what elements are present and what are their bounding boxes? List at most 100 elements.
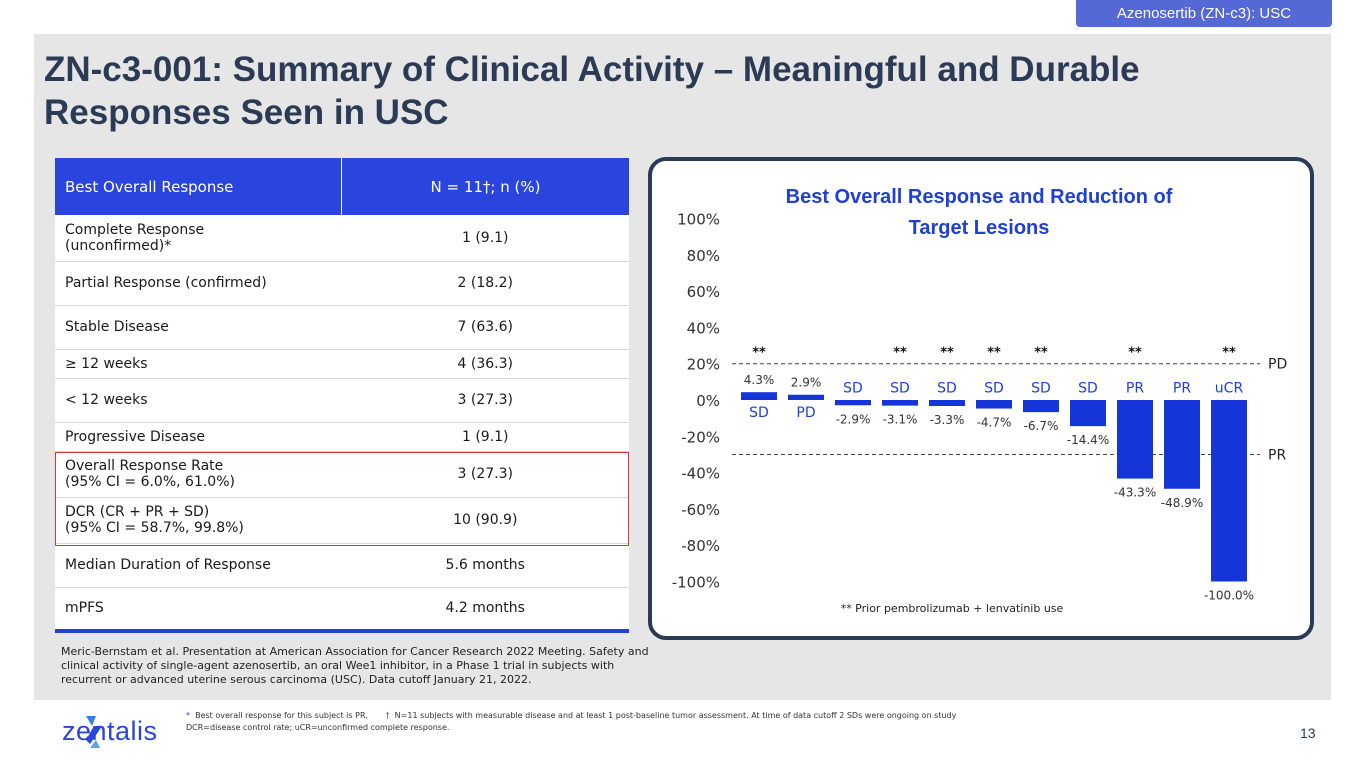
chart-title-line2: Target Lesions	[909, 217, 1050, 239]
chart-annotation: ** Prior pembrolizumab + lenvatinib use	[841, 602, 1064, 615]
bar-value-label: -2.9%	[836, 412, 871, 426]
footnote-star-symbol: *	[186, 711, 190, 720]
row-label: mPFS	[55, 587, 342, 632]
table-row: ≥ 12 weeks 4 (36.3)	[55, 349, 629, 379]
table-row: DCR (CR + PR + SD) (95% CI = 58.7%, 99.8…	[55, 497, 629, 544]
y-tick-label: -60%	[681, 501, 720, 519]
footnote-dagger-symbol: †	[385, 711, 390, 720]
prior-treatment-marker: **	[940, 345, 954, 360]
row-value: 4 (36.3)	[341, 349, 629, 379]
row-value: 7 (63.6)	[341, 305, 629, 350]
prior-treatment-marker: **	[987, 345, 1001, 360]
table-row: mPFS 4.2 months	[55, 587, 629, 632]
response-label: uCR	[1215, 381, 1244, 397]
reference-label-pd: PD	[1268, 357, 1287, 373]
row-label: Partial Response (confirmed)	[55, 261, 342, 306]
row-value: 3 (27.3)	[341, 378, 629, 423]
prior-treatment-marker: **	[752, 345, 766, 360]
bar-value-label: -48.9%	[1161, 496, 1203, 510]
chart-title-line1: Best Overall Response and Reduction of	[786, 186, 1173, 208]
bar-value-label: -3.1%	[883, 413, 918, 427]
table-header-row: Best Overall Response N = 11†; n (%)	[55, 158, 629, 215]
bar-value-label: -6.7%	[1024, 419, 1059, 433]
table-row: Complete Response (unconfirmed)* 1 (9.1)	[55, 215, 629, 262]
response-table: Best Overall Response N = 11†; n (%) Com…	[55, 158, 629, 633]
response-label: SD	[1031, 381, 1051, 397]
header-best-overall-response: Best Overall Response	[55, 158, 342, 215]
y-tick-label: -40%	[681, 465, 720, 483]
zentalis-logo-icon	[86, 716, 102, 748]
section-tag: Azenosertib (ZN-c3): USC	[1076, 0, 1332, 27]
bar	[788, 394, 824, 400]
row-value: 5.6 months	[341, 543, 629, 588]
reference-label-pr: PR	[1268, 447, 1286, 463]
bar	[835, 400, 871, 406]
row-label: Progressive Disease	[55, 422, 342, 452]
row-label: DCR (CR + PR + SD) (95% CI = 58.7%, 99.8…	[55, 497, 342, 544]
response-label: SD	[984, 381, 1004, 397]
bar-value-label: -43.3%	[1114, 486, 1156, 500]
bar-value-label: 4.3%	[744, 373, 775, 387]
bar	[1211, 400, 1247, 582]
response-label: SD	[890, 381, 910, 397]
prior-treatment-marker: **	[1034, 345, 1048, 360]
row-value: 3 (27.3)	[341, 451, 629, 498]
row-value: 4.2 months	[341, 587, 629, 632]
table-row: Overall Response Rate (95% CI = 6.0%, 61…	[55, 451, 629, 498]
row-label: Complete Response (unconfirmed)*	[55, 215, 342, 262]
zentalis-logo-text: zentalis	[62, 716, 158, 746]
footnote-dagger-text: N=11 subjects with measurable disease an…	[394, 711, 957, 720]
y-tick-label: 100%	[677, 211, 720, 229]
prior-treatment-marker: **	[1222, 345, 1236, 360]
table-row: Progressive Disease 1 (9.1)	[55, 422, 629, 452]
bar	[741, 392, 777, 400]
bar	[1164, 400, 1200, 489]
table-row: Stable Disease 7 (63.6)	[55, 305, 629, 350]
bar	[1023, 400, 1059, 413]
row-label: < 12 weeks	[55, 378, 342, 423]
row-label: Stable Disease	[55, 305, 342, 350]
y-tick-label: -100%	[672, 574, 720, 592]
response-label: PD	[796, 405, 815, 421]
response-label: SD	[937, 381, 957, 397]
row-value: 1 (9.1)	[341, 422, 629, 452]
y-tick-label: -80%	[681, 537, 720, 555]
chart-container: Best Overall Response and Reduction of Ta…	[648, 157, 1314, 640]
bar-value-label: -14.4%	[1067, 433, 1109, 447]
slide-title: ZN-c3-001: Summary of Clinical Activity …	[44, 50, 1140, 132]
y-tick-label: 0%	[696, 392, 720, 410]
source-citation: Meric-Bernstam et al. Presentation at Am…	[61, 645, 649, 686]
response-label: PR	[1126, 381, 1144, 397]
bar-value-label: -3.3%	[930, 413, 965, 427]
bar-chart: Best Overall Response and Reduction of Ta…	[672, 186, 1288, 615]
header-n: N = 11†; n (%)	[341, 158, 629, 215]
response-label: SD	[843, 381, 863, 397]
footnote-abbreviations: DCR=disease control rate; uCR=unconfirme…	[186, 723, 450, 732]
bar-value-label: -4.7%	[977, 416, 1012, 430]
bar-value-label: 2.9%	[791, 376, 822, 390]
footnote-star-text: Best overall response for this subject i…	[195, 711, 368, 720]
bar	[976, 400, 1012, 409]
table-row: < 12 weeks 3 (27.3)	[55, 378, 629, 423]
row-value: 1 (9.1)	[341, 215, 629, 262]
table-row: Median Duration of Response 5.6 months	[55, 543, 629, 588]
y-tick-label: 60%	[687, 283, 720, 301]
footnotes: * Best overall response for this subject…	[186, 710, 1086, 734]
row-label: Overall Response Rate (95% CI = 6.0%, 61…	[55, 451, 342, 498]
prior-treatment-marker: **	[893, 345, 907, 360]
row-value: 2 (18.2)	[341, 261, 629, 306]
prior-treatment-marker: **	[1128, 345, 1142, 360]
row-label: Median Duration of Response	[55, 543, 342, 588]
response-label: PR	[1173, 381, 1191, 397]
table-row: Partial Response (confirmed) 2 (18.2)	[55, 261, 629, 306]
y-tick-label: 20%	[687, 356, 720, 374]
response-label: SD	[749, 405, 769, 421]
page-number: 13	[1300, 725, 1316, 741]
y-tick-label: 80%	[687, 247, 720, 265]
bar	[882, 400, 918, 406]
bar	[1117, 400, 1153, 479]
y-tick-label: -20%	[681, 428, 720, 446]
row-label: ≥ 12 weeks	[55, 349, 342, 379]
bar-value-label: -100.0%	[1204, 589, 1254, 603]
bar	[929, 400, 965, 406]
